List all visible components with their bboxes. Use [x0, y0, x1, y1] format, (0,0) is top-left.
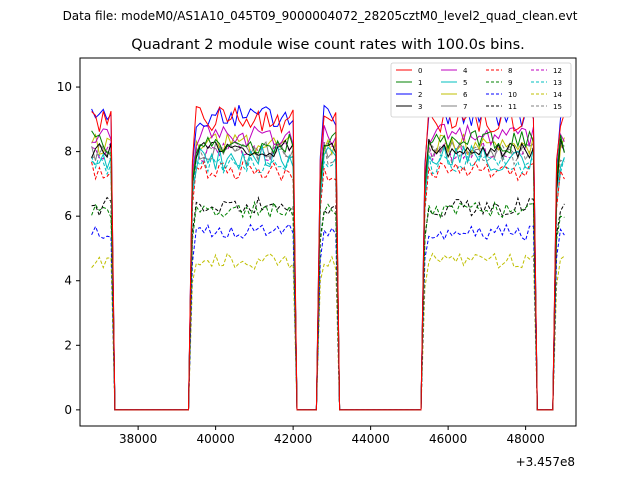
series-line-11 — [91, 195, 565, 411]
series-line-10 — [91, 223, 565, 411]
legend-label-6: 6 — [463, 91, 468, 99]
y-tick-label: 4 — [64, 274, 72, 288]
legend-label-4: 4 — [463, 67, 468, 75]
series-line-3 — [91, 138, 565, 411]
chart-title: Quadrant 2 module wise count rates with … — [131, 37, 525, 53]
series-line-9 — [91, 200, 565, 411]
series-line-7 — [91, 140, 565, 411]
legend-label-2: 2 — [418, 91, 422, 99]
x-tick-label: 38000 — [119, 432, 157, 446]
plot-lines — [91, 103, 565, 411]
series-line-12 — [91, 140, 565, 411]
legend-label-3: 3 — [418, 103, 422, 111]
legend-label-10: 10 — [508, 91, 517, 99]
x-axis: 38000 40000 42000 44000 46000 48000 — [119, 426, 545, 446]
series-line-0 — [91, 105, 565, 411]
legend-label-1: 1 — [418, 79, 422, 87]
legend-label-12: 12 — [553, 67, 562, 75]
x-tick-label: 44000 — [352, 432, 390, 446]
x-tick-label: 48000 — [507, 432, 545, 446]
series-line-8 — [91, 160, 565, 411]
legend-label-11: 11 — [508, 103, 517, 111]
y-tick-label: 8 — [64, 145, 72, 159]
series-line-14 — [91, 252, 565, 411]
y-tick-label: 10 — [57, 80, 72, 94]
series-line-15 — [91, 143, 565, 411]
chart-suptitle: Data file: modeM0/AS1A10_045T09_90000040… — [63, 9, 578, 23]
y-tick-label: 0 — [64, 403, 72, 417]
legend-box — [390, 62, 572, 118]
legend-label-5: 5 — [463, 79, 467, 87]
y-tick-label: 2 — [64, 338, 72, 352]
y-tick-label: 6 — [64, 209, 72, 223]
legend-label-15: 15 — [553, 103, 562, 111]
legend-label-0: 0 — [418, 67, 422, 75]
series-line-13 — [91, 153, 565, 411]
x-offset-label: +3.457e8 — [516, 455, 575, 469]
legend-label-13: 13 — [553, 79, 562, 87]
x-tick-label: 46000 — [429, 432, 467, 446]
legend-label-9: 9 — [508, 79, 512, 87]
legend-label-14: 14 — [553, 91, 562, 99]
series-line-5 — [91, 144, 565, 411]
legend-label-7: 7 — [463, 103, 467, 111]
legend-label-8: 8 — [508, 67, 512, 75]
y-axis: 0 2 4 6 8 10 — [57, 80, 80, 417]
plot-frame — [79, 57, 577, 427]
series-line-1 — [91, 129, 565, 411]
x-tick-label: 42000 — [274, 432, 312, 446]
x-tick-label: 40000 — [197, 432, 235, 446]
